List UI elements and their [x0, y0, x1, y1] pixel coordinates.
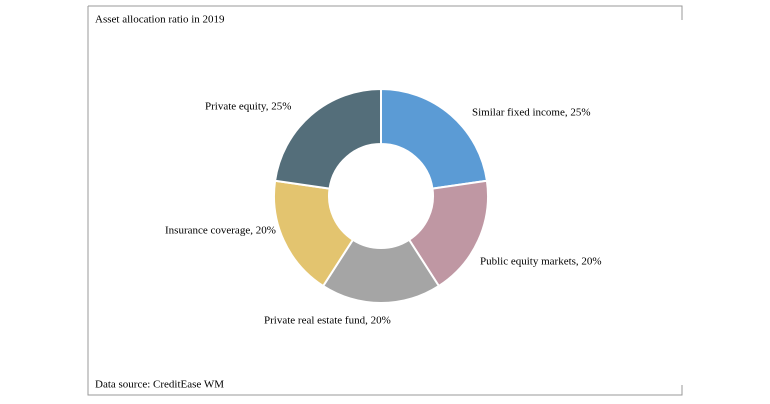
slice-label: Similar fixed income, 25%	[472, 107, 591, 119]
slice-label: Public equity markets, 20%	[480, 256, 602, 268]
donut-slice	[321, 238, 441, 304]
donut-slice	[273, 179, 355, 288]
source-note: Data source: CreditEase WM	[95, 379, 224, 391]
chart-title: Asset allocation ratio in 2019	[95, 14, 225, 26]
slice-label: Insurance coverage, 20%	[165, 225, 276, 237]
frame-bottom	[87, 6, 683, 396]
donut-slice	[380, 87, 489, 190]
frame-top	[88, 5, 683, 20]
donut-slice	[407, 179, 489, 288]
slice-label: Private equity, 25%	[205, 101, 291, 113]
slice-label: Private real estate fund, 20%	[264, 315, 391, 327]
donut-slice	[273, 87, 382, 190]
